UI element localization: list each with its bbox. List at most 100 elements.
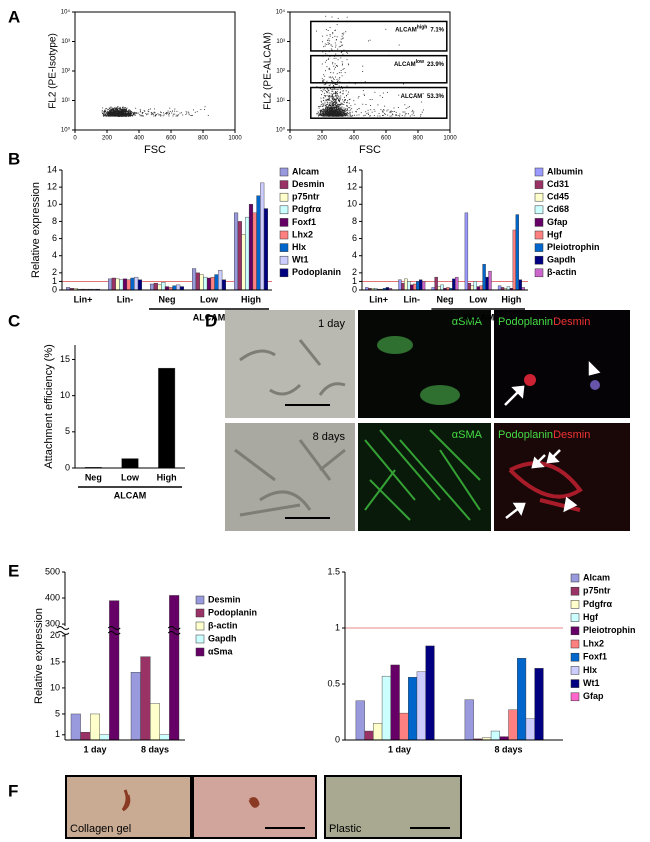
event-dot [334,106,336,108]
event-dot [154,108,156,110]
event-dot [396,114,398,116]
event-dot [116,108,118,110]
event-dot [398,94,400,96]
event-dot [331,102,333,104]
event-dot [321,112,323,114]
event-dot [151,113,153,115]
event-dot [342,101,344,103]
event-dot [328,111,330,113]
gate-label: ALCAM- 53.3% [401,91,445,99]
event-dot [114,110,116,111]
event-dot [327,107,329,109]
y-tick-label: 10⁰ [61,127,71,134]
y-tick-label: 10² [276,69,285,75]
event-dot [119,111,121,113]
event-dot [187,111,189,113]
event-dot [112,109,114,111]
event-dot [329,109,330,111]
event-dot [329,115,331,117]
event-dot [326,66,328,68]
event-dot [324,95,326,97]
event-dot [345,99,346,101]
event-dot [328,112,330,113]
gate-percent: 7.1% [430,27,444,33]
event-dot [106,113,108,115]
event-dot [407,106,409,108]
event-dot [194,111,196,113]
event-dot [118,110,119,112]
event-dot [338,78,340,80]
event-dot [332,110,334,112]
x-tick-label: 600 [381,136,392,142]
event-dot [102,111,104,113]
event-dot [139,114,141,116]
event-dot [324,109,326,111]
event-dot [323,97,325,99]
event-dot [113,113,115,115]
bar [203,276,208,291]
bar [485,276,489,291]
event-dot [126,115,127,117]
event-dot [331,103,333,105]
stain-images: Collagen gel Plastic [65,775,462,839]
gate-percent: 53.3% [427,93,445,99]
event-dot [104,109,106,111]
event-dot [111,112,113,114]
event-dot [329,103,331,104]
event-dot [327,111,329,113]
event-dot [113,112,115,113]
legend-swatch [534,255,544,265]
event-dot [382,92,384,94]
event-dot [382,111,384,113]
bar [149,283,155,291]
event-dot [131,111,133,113]
event-dot [350,105,352,107]
event-dot [348,64,350,66]
event-dot [374,91,376,93]
event-dot [135,107,137,109]
event-dot [325,15,327,17]
event-dot [322,89,324,91]
event-dot [330,111,332,113]
y-tick-label: 14 [47,164,57,174]
event-dot [160,111,161,113]
event-dot [331,80,333,82]
event-dot [329,102,331,103]
bar [172,285,177,291]
event-dot [133,111,135,113]
event-dot [337,115,339,117]
bar [70,713,81,741]
event-dot [130,115,131,117]
event-dot [174,113,176,115]
event-dot [319,87,321,89]
event-dot [332,97,334,99]
event-dot [340,109,342,111]
event-dot [109,111,111,113]
legend-label: Hlx [583,665,597,675]
event-dot [335,53,337,55]
event-dot [338,114,340,116]
event-dot [182,114,184,116]
arrow [505,502,526,519]
event-dot [342,53,344,55]
event-dot [334,113,336,115]
event-dot [134,112,136,114]
y-tick-label: 10³ [61,39,70,45]
event-dot [122,114,124,115]
event-dot [154,112,156,114]
stain-label: Podoplanin [498,316,553,328]
event-dot [150,112,152,114]
event-dot [336,107,338,108]
event-dot [346,102,347,104]
event-dot [338,95,340,97]
group-label: ALCAM [114,490,147,500]
event-dot [329,99,331,101]
y-tick-label: 20 [50,630,60,640]
event-dot [115,111,117,113]
event-dot [412,112,414,114]
legend-swatch [195,621,205,631]
event-dot [330,48,332,50]
event-dot [108,114,110,116]
event-dot [123,115,125,117]
x-tick-label: 1000 [443,136,457,142]
